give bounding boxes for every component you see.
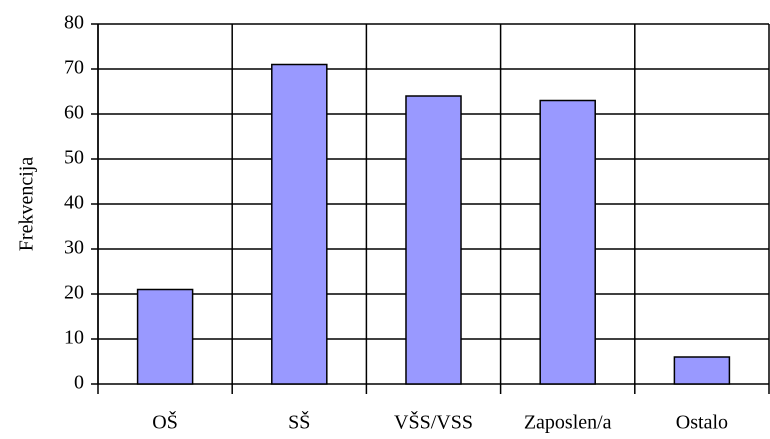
y-tick-label: 0 bbox=[74, 372, 84, 394]
y-tick-label: 50 bbox=[64, 147, 84, 169]
bar bbox=[136, 288, 194, 385]
x-tick-label: SŠ bbox=[288, 410, 310, 434]
bar bbox=[405, 95, 462, 385]
y-tick-label: 30 bbox=[64, 237, 84, 259]
y-tick-label: 20 bbox=[64, 282, 84, 304]
x-tick-label: Zaposlen/a bbox=[524, 412, 612, 434]
bar bbox=[539, 99, 596, 385]
bar bbox=[271, 63, 328, 385]
y-tick-label: 60 bbox=[64, 102, 84, 124]
y-tick-label: 80 bbox=[64, 12, 84, 34]
y-tick-label: 40 bbox=[64, 192, 84, 214]
y-tick-label: 10 bbox=[64, 327, 84, 349]
y-axis-label: Frekvencija bbox=[16, 157, 38, 252]
x-tick-label: OŠ bbox=[152, 410, 178, 434]
y-tick-label: 70 bbox=[64, 57, 84, 79]
bar bbox=[673, 356, 731, 385]
x-tick-label: VŠS/VSS bbox=[394, 410, 473, 434]
x-tick-label: Ostalo bbox=[676, 412, 728, 434]
